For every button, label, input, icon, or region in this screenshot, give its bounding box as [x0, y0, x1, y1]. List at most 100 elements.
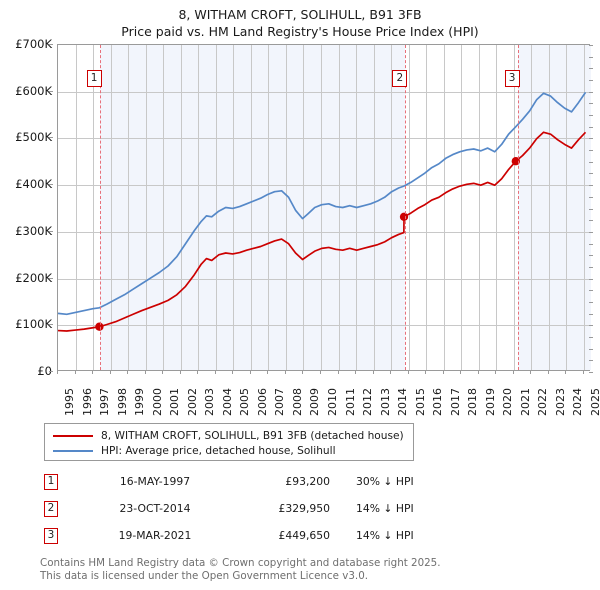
x-axis-label: 2004 — [220, 388, 234, 416]
axis-tick — [589, 150, 593, 152]
y-axis-tick — [49, 277, 53, 279]
gridline-vertical — [110, 45, 112, 370]
gridline-horizontal — [58, 325, 589, 327]
axis-tick — [589, 255, 593, 257]
legend-row-price-paid: 8, WITHAM CROFT, SOLIHULL, B91 3FB (deta… — [51, 428, 407, 443]
x-axis-tick — [214, 371, 216, 374]
gridline-vertical — [198, 45, 200, 370]
axis-tick — [589, 290, 593, 292]
axis-tick — [589, 348, 593, 350]
table-row: 2 23-OCT-2014 £329,950 14% ↓ HPI — [44, 499, 464, 526]
chart-legend: 8, WITHAM CROFT, SOLIHULL, B91 3FB (deta… — [44, 423, 414, 461]
axis-tick — [589, 68, 593, 70]
x-axis-label: 2010 — [325, 388, 339, 416]
y-axis-label: £500K — [15, 130, 52, 145]
axis-tick — [589, 208, 593, 210]
line-hpi — [57, 91, 587, 316]
x-axis-tick — [144, 371, 146, 374]
gridline-vertical — [513, 45, 515, 370]
table-row: 1 16-MAY-1997 £93,200 30% ↓ HPI — [44, 472, 464, 499]
footer-attribution: Contains HM Land Registry data © Crown c… — [40, 557, 580, 582]
axis-tick — [589, 103, 593, 105]
gridline-vertical — [215, 45, 217, 370]
row-delta-1: 30% ↓ HPI — [356, 475, 414, 488]
x-axis-tick — [232, 371, 234, 374]
gridline-vertical — [163, 45, 165, 370]
x-axis-label: 1999 — [133, 388, 147, 416]
x-axis-label: 2007 — [273, 388, 287, 416]
x-axis-label: 2006 — [255, 388, 269, 416]
gridline-vertical — [285, 45, 287, 370]
gridline-horizontal — [58, 91, 589, 93]
footer-line-2: This data is licensed under the Open Gov… — [40, 569, 369, 582]
gridline-vertical — [566, 45, 568, 370]
row-marker-1: 1 — [44, 474, 58, 490]
axis-tick — [589, 360, 593, 362]
x-axis-tick — [547, 371, 549, 374]
transaction-line-2 — [405, 45, 407, 370]
transaction-line-1 — [99, 45, 101, 370]
x-axis-tick — [319, 371, 321, 374]
x-axis-tick — [127, 371, 129, 374]
row-date-2: 23-OCT-2014 — [119, 502, 191, 515]
axis-tick — [589, 336, 593, 338]
x-axis-tick — [162, 371, 164, 374]
axis-tick — [589, 278, 593, 280]
y-axis-label: £600K — [15, 83, 52, 98]
axis-tick — [589, 185, 593, 187]
x-axis-tick — [530, 371, 532, 374]
page-title: 8, WITHAM CROFT, SOLIHULL, B91 3FB Price… — [0, 6, 600, 40]
axis-tick — [589, 80, 593, 82]
gridline-vertical — [93, 45, 95, 370]
y-axis-tick — [49, 324, 53, 326]
gridline-vertical — [268, 45, 270, 370]
x-axis-label: 2015 — [413, 388, 427, 416]
axis-tick — [589, 115, 593, 117]
legend-swatch-hpi — [53, 449, 93, 452]
gridline-vertical — [303, 45, 305, 370]
axis-tick — [589, 372, 593, 373]
gridline-vertical — [583, 45, 585, 370]
y-axis: £0 £100K £200K £300K £400K £500K £600K £700K — [0, 37, 53, 378]
x-axis-label: 1997 — [98, 388, 112, 416]
x-axis-label: 2012 — [361, 388, 375, 416]
axis-tick — [589, 91, 593, 93]
axis-tick — [589, 45, 593, 46]
gridline-horizontal — [58, 278, 589, 280]
x-axis-tick — [284, 371, 286, 374]
plot-area — [57, 44, 593, 373]
x-axis-label: 2017 — [448, 388, 462, 416]
x-axis-label: 2022 — [536, 388, 550, 416]
transaction-point-1[interactable] — [95, 322, 104, 331]
y-axis-label: £700K — [15, 37, 52, 51]
gridline-vertical — [443, 45, 445, 370]
x-axis-label: 2002 — [185, 388, 199, 416]
x-axis-tick — [372, 371, 374, 374]
x-axis-label: 2013 — [378, 388, 392, 416]
x-axis-label: 2018 — [466, 388, 480, 416]
x-axis-label: 2019 — [483, 388, 497, 416]
row-price-2: £329,950 — [278, 502, 330, 515]
legend-row-hpi: HPI: Average price, detached house, Soli… — [51, 443, 407, 458]
gridline-vertical — [391, 45, 393, 370]
row-date-1: 16-MAY-1997 — [119, 475, 191, 488]
x-axis-tick — [355, 371, 357, 374]
gridline-vertical — [478, 45, 480, 370]
gridline-vertical — [496, 45, 498, 370]
x-axis-label: 2025 — [588, 388, 600, 416]
y-axis-tick — [49, 230, 53, 232]
gridline-vertical — [145, 45, 147, 370]
x-axis-tick — [565, 371, 567, 374]
legend-swatch-price-paid — [53, 434, 93, 437]
x-axis-tick — [407, 371, 409, 374]
gridline-vertical — [531, 45, 533, 370]
axis-tick — [589, 173, 593, 175]
gridline-vertical — [250, 45, 252, 370]
x-axis-tick — [337, 371, 339, 374]
legend-label-hpi: HPI: Average price, detached house, Soli… — [101, 444, 336, 457]
x-axis-tick — [197, 371, 199, 374]
right-axis-ticks — [589, 45, 593, 373]
x-axis-tick — [179, 371, 181, 374]
axis-tick — [589, 266, 593, 268]
